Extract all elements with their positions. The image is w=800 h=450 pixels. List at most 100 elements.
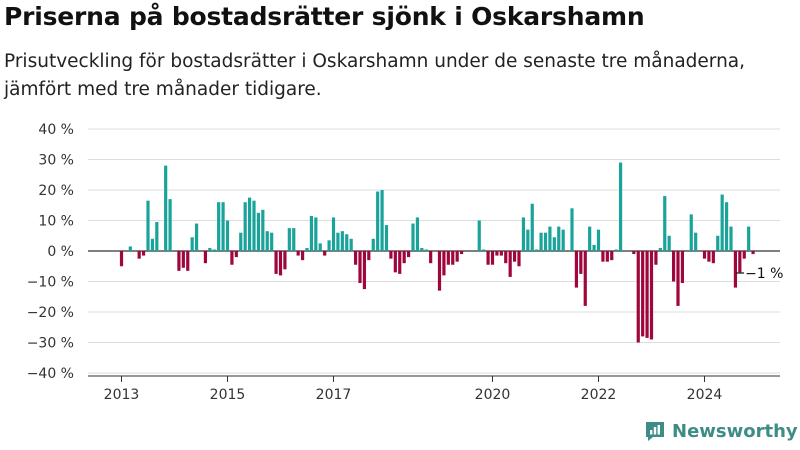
bar xyxy=(190,237,194,251)
bar xyxy=(340,231,344,251)
bar xyxy=(367,251,371,261)
bar xyxy=(212,249,216,251)
bar xyxy=(424,249,428,251)
bar xyxy=(499,251,503,256)
y-tick-label: −40 % xyxy=(27,366,74,382)
bar xyxy=(526,229,530,251)
bar xyxy=(203,251,208,264)
bar xyxy=(402,251,406,264)
bar xyxy=(230,251,234,265)
bar xyxy=(535,249,539,251)
bar xyxy=(358,251,362,284)
bar xyxy=(314,217,318,251)
bar xyxy=(742,251,746,259)
bar xyxy=(186,251,190,271)
bar xyxy=(517,251,521,267)
bar xyxy=(239,232,243,251)
bar xyxy=(654,251,658,265)
bar xyxy=(751,251,755,255)
y-tick-label: 30 % xyxy=(38,153,74,169)
bar xyxy=(720,194,724,251)
bar xyxy=(512,251,517,262)
bar xyxy=(636,251,640,343)
bar xyxy=(155,222,159,251)
bar xyxy=(504,251,508,264)
bar xyxy=(415,217,420,251)
x-tick-label: 2024 xyxy=(687,387,723,403)
bar xyxy=(371,238,375,251)
bar xyxy=(225,220,230,251)
bar xyxy=(442,251,446,276)
bar xyxy=(305,247,309,251)
bar xyxy=(406,251,411,258)
bar xyxy=(270,232,274,251)
bar xyxy=(168,199,172,251)
bar xyxy=(495,251,499,256)
bar xyxy=(331,217,336,251)
y-tick-label: 20 % xyxy=(38,183,74,199)
bar xyxy=(539,232,543,251)
bar xyxy=(128,246,132,251)
bars xyxy=(119,162,755,343)
bar xyxy=(477,220,481,251)
bar xyxy=(420,247,424,251)
bar xyxy=(243,202,247,251)
bar xyxy=(548,226,552,251)
bar xyxy=(711,251,715,264)
bar xyxy=(702,251,707,259)
bar xyxy=(446,251,450,265)
bar xyxy=(557,226,561,251)
bar xyxy=(729,226,733,251)
bar xyxy=(353,251,358,265)
bar xyxy=(283,251,287,270)
bar xyxy=(747,226,751,251)
bar xyxy=(583,251,587,306)
bar xyxy=(300,251,305,261)
bar xyxy=(614,249,618,251)
bar xyxy=(345,234,349,251)
bar xyxy=(486,251,490,265)
bar xyxy=(671,251,676,282)
bar xyxy=(459,251,464,255)
bar xyxy=(380,190,384,251)
y-axis: 40 % 30 % 20 % 10 % 0 % −10 % −20 % −30 % −40 % xyxy=(27,122,74,382)
bar xyxy=(667,235,671,251)
bar xyxy=(256,212,261,252)
bar xyxy=(323,251,327,256)
bar xyxy=(632,251,636,255)
x-axis: 2013 2015 2017 2020 2022 2024 xyxy=(88,375,780,403)
bar xyxy=(146,200,150,251)
bar xyxy=(150,238,155,251)
y-tick-label: −20 % xyxy=(27,305,74,321)
x-tick-label: 2022 xyxy=(581,387,617,403)
y-tick-label: 10 % xyxy=(38,214,74,230)
bar xyxy=(482,249,486,251)
x-tick-label: 2013 xyxy=(104,387,140,403)
bar xyxy=(588,226,592,251)
bar xyxy=(208,247,212,251)
bar xyxy=(676,251,680,306)
bar xyxy=(234,251,238,258)
bar xyxy=(596,229,601,251)
bar xyxy=(287,228,291,252)
bar xyxy=(645,251,649,338)
bar xyxy=(376,191,380,251)
newsworthy-logo: Newsworthy xyxy=(644,420,798,442)
bar xyxy=(663,196,667,251)
bar xyxy=(508,251,512,277)
bar xyxy=(296,251,300,256)
bar xyxy=(574,251,579,288)
bar xyxy=(733,251,738,288)
bar xyxy=(649,251,654,340)
bar xyxy=(592,244,596,251)
bar xyxy=(552,237,556,251)
bar xyxy=(610,251,614,261)
bar xyxy=(177,251,181,271)
x-tick-label: 2020 xyxy=(475,387,511,403)
bar xyxy=(181,251,185,268)
bar xyxy=(521,217,526,251)
bar xyxy=(561,229,565,251)
bar xyxy=(164,165,168,251)
bar xyxy=(384,225,389,251)
